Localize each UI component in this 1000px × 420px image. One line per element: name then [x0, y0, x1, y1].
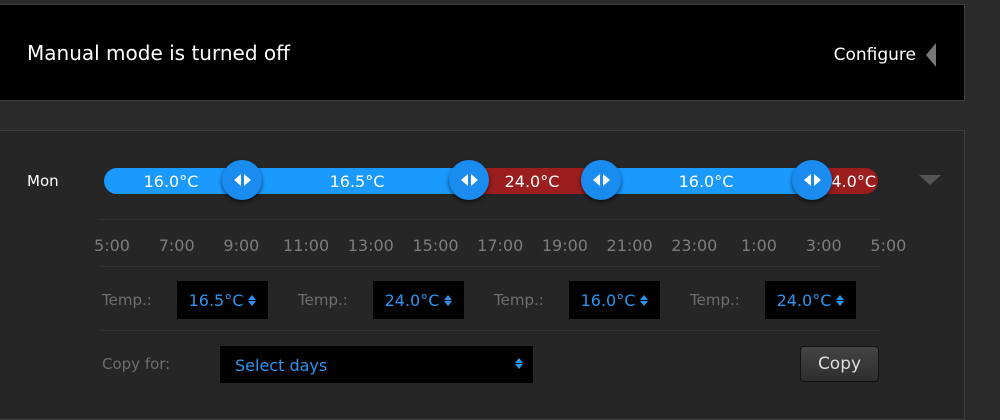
temp-label: Temp.: [102, 291, 152, 309]
time-tick-label: 5:00 [94, 236, 130, 255]
schedule-segment[interactable]: 16.0°C [104, 168, 244, 194]
time-tick-label: 9:00 [223, 236, 260, 255]
spinner-icon[interactable] [640, 294, 649, 306]
time-tick-label: 5:00 [870, 236, 907, 255]
temp-value: 16.5°C [188, 290, 244, 310]
temp-value: 16.0°C [580, 290, 636, 310]
spinner-icon[interactable] [444, 294, 453, 306]
time-tick-label: 11:00 [283, 236, 330, 255]
temp-label: Temp.: [298, 291, 348, 309]
arrow-right-icon [243, 174, 251, 186]
temp-value: 24.0°C [384, 290, 440, 310]
time-tick-label: 13:00 [347, 236, 394, 255]
collapse-triangle-icon[interactable] [919, 175, 941, 185]
arrow-left-icon [460, 174, 468, 186]
time-tick-label: 21:00 [606, 236, 653, 255]
time-tick-label: 17:00 [477, 236, 524, 255]
arrow-left-icon [803, 174, 811, 186]
temp-input[interactable]: 16.5°C [177, 281, 268, 319]
copy-for-label: Copy for: [102, 355, 171, 373]
drag-handle[interactable] [222, 160, 262, 200]
divider [100, 266, 880, 267]
time-tick-label: 15:00 [412, 236, 459, 255]
time-tick-label: 19:00 [541, 236, 588, 255]
arrow-right-icon [813, 174, 821, 186]
drag-handle[interactable] [792, 160, 832, 200]
select-days-dropdown[interactable]: Select days [220, 346, 533, 383]
arrow-left-icon [233, 174, 241, 186]
arrow-right-icon [602, 174, 610, 186]
spinner-icon[interactable] [836, 294, 845, 306]
spinner-icon[interactable] [248, 294, 257, 306]
arrow-left-icon [592, 174, 600, 186]
select-value: Select days [235, 356, 328, 375]
manual-mode-banner: Manual mode is turned off Configure [0, 4, 965, 101]
temp-input[interactable]: 24.0°C [765, 281, 856, 319]
configure-button[interactable]: Configure [834, 43, 936, 67]
schedule-segment[interactable]: 16.0°C [600, 168, 812, 194]
copy-button[interactable]: Copy [800, 346, 879, 382]
schedule-segment[interactable]: 16.5°C [244, 168, 470, 194]
drag-handle[interactable] [449, 160, 489, 200]
drag-handle[interactable] [581, 160, 621, 200]
time-tick-label: 3:00 [805, 236, 842, 255]
arrow-right-icon [470, 174, 478, 186]
temp-value: 24.0°C [776, 290, 832, 310]
configure-label: Configure [833, 45, 916, 65]
temp-input[interactable]: 16.0°C [569, 281, 660, 319]
temp-label: Temp.: [494, 291, 544, 309]
time-tick-label: 7:00 [158, 236, 195, 255]
select-arrows-icon [515, 358, 523, 369]
temp-label: Temp.: [690, 291, 740, 309]
day-label: Mon [27, 172, 59, 190]
divider [100, 219, 880, 220]
chevron-left-icon [926, 43, 936, 67]
divider [100, 330, 880, 331]
time-tick-label: 1:00 [741, 236, 777, 255]
manual-mode-status: Manual mode is turned off [27, 41, 290, 65]
time-tick-label: 23:00 [671, 236, 718, 255]
temp-input[interactable]: 24.0°C [373, 281, 464, 319]
schedule-segment[interactable]: 24.0°C [470, 168, 600, 194]
